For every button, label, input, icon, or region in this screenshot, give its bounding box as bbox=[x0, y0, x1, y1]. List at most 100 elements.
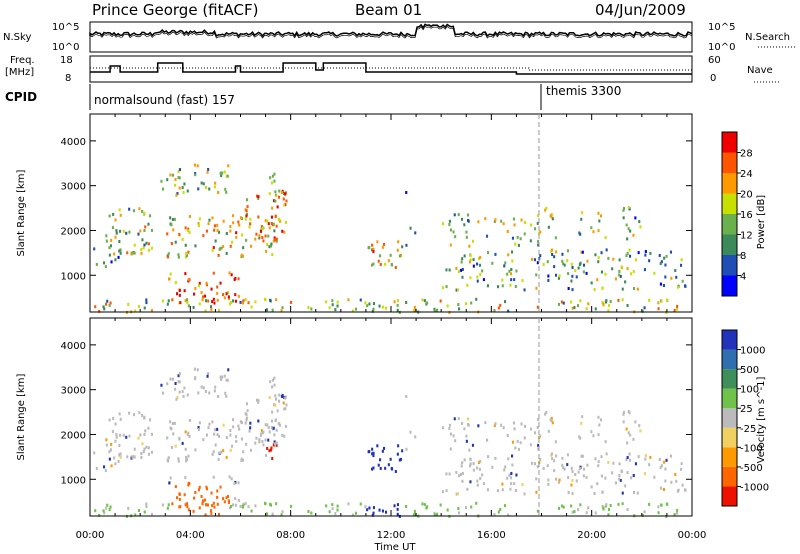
velocity-cell bbox=[95, 466, 98, 470]
power-cell bbox=[643, 306, 646, 310]
power-cell bbox=[629, 229, 632, 233]
velocity-cell bbox=[271, 410, 274, 414]
velocity-cell bbox=[604, 476, 607, 480]
power-cell bbox=[509, 272, 512, 276]
velocity-cell bbox=[376, 444, 379, 448]
power-cell bbox=[472, 258, 475, 262]
velocity-cell bbox=[137, 509, 140, 512]
power-cell bbox=[611, 267, 614, 271]
velocity-cell bbox=[550, 416, 553, 420]
velocity-cell bbox=[198, 506, 201, 510]
x-tick-label: 00:00 bbox=[76, 530, 105, 541]
power-cell bbox=[248, 225, 251, 229]
power-cell bbox=[627, 227, 630, 231]
y-tick-label: 4000 bbox=[61, 137, 86, 148]
velocity-cell bbox=[138, 411, 141, 415]
velocity-cell bbox=[227, 368, 230, 372]
velocity-cell bbox=[182, 394, 185, 398]
velocity-cell bbox=[110, 464, 113, 468]
colorbar-tick-label: 4 bbox=[740, 272, 746, 283]
power-cell bbox=[325, 300, 328, 304]
velocity-cell bbox=[268, 449, 271, 453]
power-cell bbox=[275, 224, 278, 228]
x-axis-title: Time UT bbox=[373, 542, 416, 553]
velocity-cell bbox=[571, 478, 574, 482]
velocity-cell bbox=[216, 433, 219, 437]
power-cell bbox=[573, 306, 576, 310]
velocity-cell bbox=[284, 424, 287, 428]
velocity-cell bbox=[484, 421, 487, 425]
velocity-cell bbox=[509, 476, 512, 480]
velocity-cell bbox=[466, 487, 469, 491]
power-cell bbox=[196, 164, 199, 168]
velocity-cell bbox=[542, 466, 545, 470]
nsky-label: N.Sky bbox=[3, 32, 31, 43]
velocity-cell bbox=[674, 473, 677, 476]
power-cell bbox=[649, 251, 652, 255]
power-cell bbox=[167, 299, 170, 303]
velocity-cell bbox=[570, 466, 573, 470]
velocity-cell bbox=[561, 456, 564, 460]
velocity-cell bbox=[325, 504, 328, 508]
velocity-cell bbox=[265, 512, 268, 516]
power-cell bbox=[140, 248, 143, 251]
velocity-cell bbox=[448, 427, 451, 430]
velocity-cell bbox=[501, 482, 504, 486]
velocity-cell bbox=[267, 438, 270, 442]
power-cell bbox=[675, 275, 678, 279]
power-cell bbox=[257, 215, 260, 219]
velocity-cell bbox=[176, 496, 179, 500]
velocity-cell bbox=[664, 467, 667, 471]
power-cell bbox=[183, 182, 186, 186]
velocity-cell bbox=[274, 442, 277, 446]
power-cell bbox=[567, 287, 570, 290]
power-cell bbox=[331, 303, 334, 307]
power-cell bbox=[237, 220, 240, 224]
power-cell bbox=[680, 263, 683, 267]
velocity-cell bbox=[181, 441, 184, 445]
velocity-cell bbox=[618, 462, 621, 466]
power-cell bbox=[618, 258, 621, 262]
velocity-cell bbox=[580, 421, 583, 425]
power-cell bbox=[192, 305, 195, 309]
velocity-cell bbox=[217, 457, 220, 461]
power-cell bbox=[381, 245, 384, 249]
velocity-cell bbox=[232, 418, 235, 422]
velocity-cell bbox=[273, 403, 276, 407]
velocity-cell bbox=[453, 417, 456, 421]
velocity-cell bbox=[222, 449, 225, 453]
x-tick-labels: 00:00 04:00 08:00 12:00 16:00 20:00 00:00 bbox=[76, 530, 707, 541]
power-cell bbox=[143, 243, 146, 247]
velocity-cell bbox=[643, 510, 646, 514]
power-cell bbox=[618, 273, 621, 277]
velocity-cell bbox=[423, 503, 426, 507]
velocity-cell bbox=[225, 436, 228, 439]
power-y-axis: 1000 2000 3000 4000 bbox=[61, 137, 692, 282]
power-cell bbox=[571, 288, 574, 292]
velocity-cell bbox=[177, 459, 180, 463]
velocity-cell bbox=[468, 448, 471, 452]
power-cell bbox=[487, 251, 490, 255]
velocity-cell bbox=[508, 473, 511, 477]
velocity-cell bbox=[227, 499, 230, 503]
power-cell bbox=[585, 271, 588, 275]
velocity-cell bbox=[128, 411, 131, 415]
power-cell bbox=[186, 298, 189, 302]
power-cell bbox=[555, 250, 558, 254]
power-cell bbox=[217, 191, 220, 194]
velocity-cell bbox=[461, 421, 464, 425]
power-cell bbox=[250, 244, 253, 248]
power-cell bbox=[461, 268, 464, 271]
velocity-data-points bbox=[93, 367, 687, 518]
velocity-cell bbox=[544, 412, 547, 416]
power-cell bbox=[142, 246, 145, 250]
power-cell bbox=[547, 225, 550, 229]
velocity-cell bbox=[269, 502, 272, 506]
power-cell bbox=[463, 223, 466, 227]
power-cell bbox=[673, 309, 676, 312]
velocity-cell bbox=[225, 378, 228, 382]
velocity-cell bbox=[187, 508, 190, 512]
power-cell bbox=[621, 287, 624, 291]
velocity-cell bbox=[201, 502, 204, 506]
power-cell bbox=[280, 309, 283, 313]
